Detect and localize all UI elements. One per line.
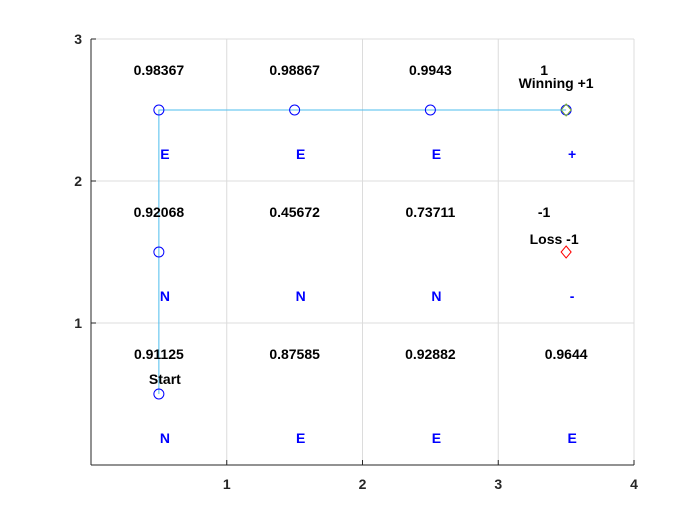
annotation-label: Start: [149, 371, 181, 387]
path-point-marker: [289, 104, 301, 116]
cell-action: N: [160, 430, 170, 446]
cell-action: E: [432, 430, 441, 446]
cell-value: 0.91125: [134, 346, 184, 362]
cell-action: N: [160, 288, 170, 304]
annotation-label: Loss -1: [530, 231, 579, 247]
goal-diamond-marker: [560, 103, 572, 117]
annotation-label: Winning +1: [519, 75, 594, 91]
cell-value: 0.87585: [269, 346, 320, 362]
cell-value: 0.98867: [269, 62, 320, 78]
path-layer: [153, 103, 572, 400]
y-tick-label: 3: [74, 31, 82, 47]
path-point-marker: [153, 104, 165, 116]
cell-value: 0.98367: [134, 62, 185, 78]
tick-labels: 1 2 3 4 1 2 3: [74, 31, 638, 492]
cell-action: -: [570, 288, 575, 304]
cell-value: 0.9644: [545, 346, 588, 362]
cell-value: -1: [538, 204, 551, 220]
cell-value: 0.92068: [134, 204, 185, 220]
cell-action: N: [431, 288, 441, 304]
x-tick-label: 4: [630, 476, 638, 492]
x-tick-label: 3: [494, 476, 502, 492]
path-point-marker: [153, 388, 165, 400]
cell-value: 1: [540, 62, 548, 78]
y-tick-label: 2: [74, 173, 82, 189]
cell-action: E: [296, 430, 305, 446]
loss-diamond-marker: [560, 245, 572, 259]
cell-action: E: [160, 146, 169, 162]
cell-value: 0.9943: [409, 62, 452, 78]
cell-text-layer: 0.98367 E 0.98867 E 0.9943 E 1 +0.92068 N 0.45672…: [134, 62, 594, 446]
cell-action: N: [296, 288, 306, 304]
cell-action: E: [432, 146, 441, 162]
cell-value: 0.45672: [269, 204, 320, 220]
x-tick-label: 2: [359, 476, 367, 492]
cell-action: E: [567, 430, 576, 446]
cell-action: E: [296, 146, 305, 162]
cell-value: 0.92882: [405, 346, 456, 362]
path-point-marker: [424, 104, 436, 116]
path-point-marker: [153, 246, 165, 258]
cell-value: 0.73711: [405, 204, 455, 220]
path-line: [158, 109, 567, 394]
x-tick-label: 1: [223, 476, 231, 492]
y-tick-label: 1: [74, 315, 82, 331]
cell-action: +: [568, 146, 576, 162]
